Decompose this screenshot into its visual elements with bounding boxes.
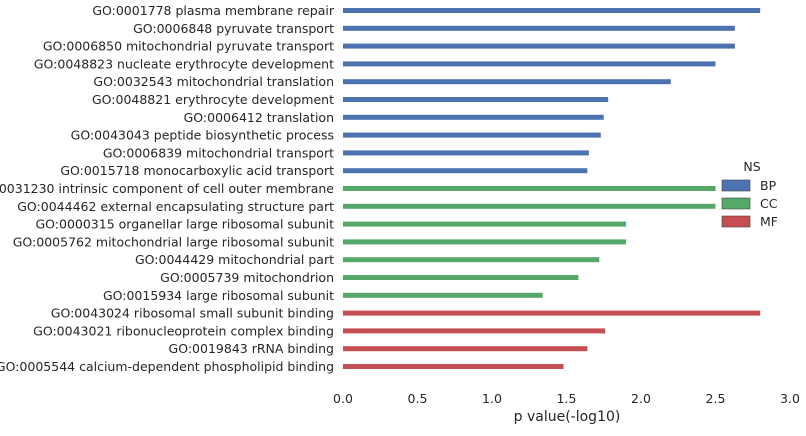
bar-cc [343, 186, 716, 191]
bar-cc [343, 221, 627, 227]
legend-swatch-cc [721, 197, 751, 210]
bar-cc [343, 257, 600, 263]
bar-mf [343, 328, 606, 334]
category-labels: GO:0001778 plasma membrane repair GO:0006… [0, 3, 335, 374]
category-label: GO:0044429 mitochondrial part [135, 252, 334, 267]
legend-label-bp: BP [760, 178, 777, 193]
category-label: GO:0048821 erythrocyte development [92, 92, 334, 107]
x-axis-title: p value(-log10) [514, 409, 621, 425]
bar-bp [343, 132, 601, 138]
legend-label-cc: CC [760, 196, 778, 211]
bar-mf [343, 346, 588, 352]
bar-bp [343, 8, 761, 13]
category-label: GO:0006839 mitochondrial transport [103, 145, 334, 160]
category-label: GO:0000315 organellar large ribosomal su… [35, 217, 334, 232]
category-label: GO:0043024 ribosomal small subunit bindi… [51, 306, 334, 321]
category-label: GO:0048823 nucleate erythrocyte developm… [34, 56, 334, 71]
category-label: GO:0005739 mitochondrion [160, 270, 334, 285]
x-tick-label: 2.5 [706, 391, 726, 406]
bar-bp [343, 25, 735, 31]
bar-cc [343, 239, 627, 245]
category-label: GO:0006850 mitochondrial pyruvate transp… [43, 39, 334, 54]
category-label: GO:0006412 translation [184, 110, 334, 125]
bar-cc [343, 292, 543, 298]
x-tick-label: 0.5 [408, 391, 428, 406]
bar-mf [343, 364, 564, 369]
category-label: GO:0006848 pyruvate transport [133, 21, 334, 36]
bar-mf [343, 310, 761, 316]
x-tick-label: 1.5 [557, 391, 577, 406]
legend-title: NS [743, 159, 760, 174]
legend: NS BP CC MF [721, 159, 778, 229]
category-label: GO:0005544 calcium-dependent phospholipi… [0, 359, 334, 374]
category-label: GO:0032543 mitochondrial translation [93, 74, 334, 89]
legend-label-mf: MF [760, 214, 778, 229]
bar-cc [343, 275, 579, 280]
x-tick-label: 0.0 [333, 391, 353, 406]
bar-bp [343, 43, 735, 49]
bar-bp [343, 61, 716, 67]
bar-bp [343, 97, 609, 102]
category-label: GO:0043043 peptide biosynthetic process [71, 128, 334, 143]
bar-bp [343, 168, 588, 174]
legend-swatch-bp [721, 179, 751, 192]
bars-layer [343, 8, 761, 369]
x-axis-ticks: 0.0 0.5 1.0 1.5 2.0 2.5 3.0 [333, 391, 800, 406]
bar-bp [343, 114, 604, 120]
category-label: GO:0043021 ribonucleoprotein complex bin… [33, 323, 334, 338]
category-label: GO:0015718 monocarboxylic acid transport [60, 163, 334, 178]
category-label: GO:0044462 external encapsulating struct… [17, 199, 334, 214]
category-label: GO:0031230 intrinsic component of cell o… [0, 181, 334, 196]
legend-swatch-mf [721, 215, 751, 228]
bar-cc [343, 203, 716, 209]
category-label: GO:0005762 mitochondrial large ribosomal… [13, 234, 334, 249]
x-tick-label: 3.0 [780, 391, 800, 406]
bar-bp [343, 150, 589, 156]
x-tick-label: 2.0 [631, 391, 651, 406]
x-tick-label: 1.0 [482, 391, 502, 406]
category-label: GO:0019843 rRNA binding [169, 341, 334, 356]
category-label: GO:0001778 plasma membrane repair [92, 3, 335, 18]
bar-bp [343, 79, 671, 85]
category-label: GO:0015934 large ribosomal subunit [103, 288, 334, 303]
